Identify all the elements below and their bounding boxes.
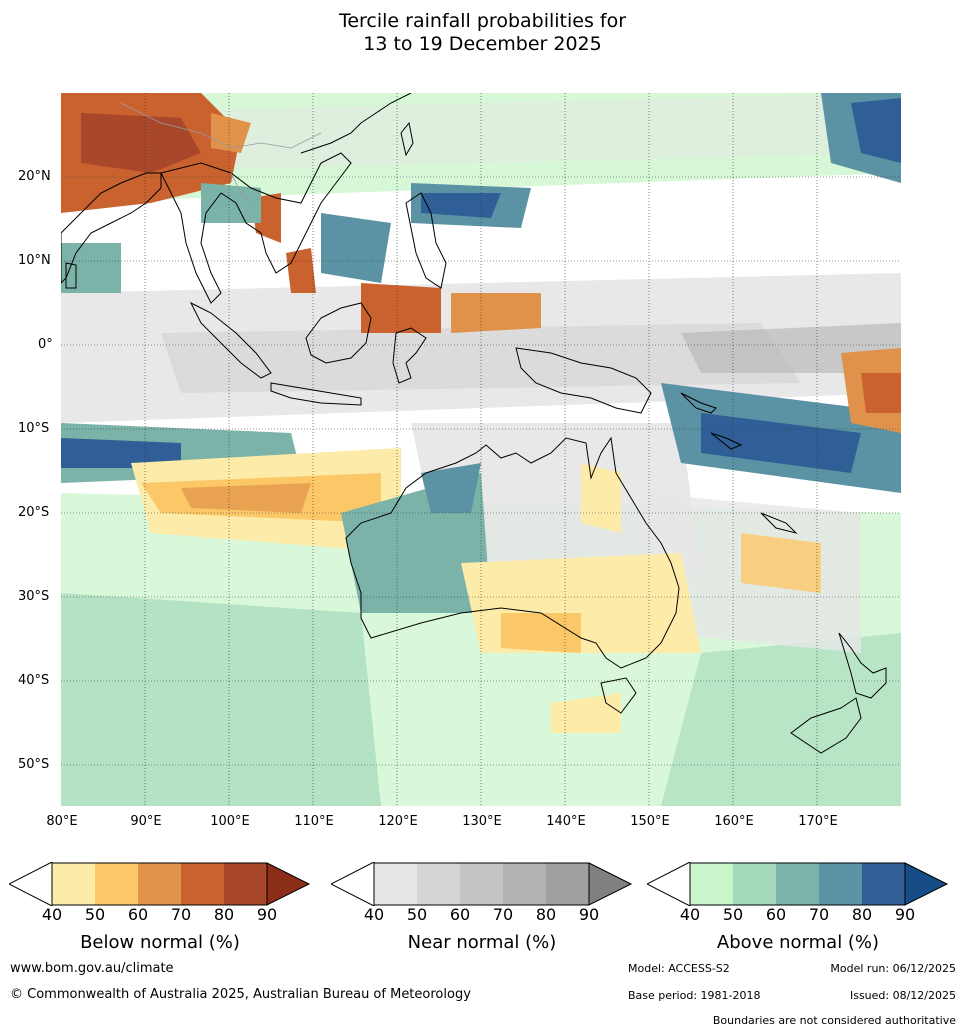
legend-below-swatch-1 bbox=[52, 863, 95, 905]
legend-near-swatch-6 bbox=[588, 862, 633, 906]
se-asia-coast bbox=[160, 152, 352, 304]
footer-copyright: © Commonwealth of Australia 2025, Austra… bbox=[10, 987, 471, 1002]
legend-above-title: Above normal (%) bbox=[716, 932, 880, 953]
legend-near-tick-40: 40 bbox=[363, 905, 385, 924]
legend-near-swatch-2 bbox=[417, 863, 460, 905]
legend-above-bar bbox=[645, 861, 949, 907]
legend-above-tick-90: 90 bbox=[894, 905, 916, 924]
lat-label-50s: 50°S bbox=[18, 757, 50, 772]
footer-model-run: Model run: 06/12/2025 bbox=[830, 962, 956, 975]
java-coast bbox=[270, 382, 362, 406]
legend-near-title: Near normal (%) bbox=[407, 932, 557, 953]
graticule bbox=[61, 93, 901, 806]
legend-above-tick-70: 70 bbox=[808, 905, 830, 924]
legend-below-tick-60: 60 bbox=[127, 905, 149, 924]
legend-near-swatch-5 bbox=[546, 863, 589, 905]
australia-coast bbox=[345, 436, 680, 669]
legend-near-tick-90: 90 bbox=[578, 905, 600, 924]
map-canvas bbox=[61, 93, 901, 806]
sumatra-coast bbox=[189, 301, 272, 379]
new-caledonia-coast bbox=[760, 512, 798, 534]
lat-label-10n: 10°N bbox=[18, 253, 51, 268]
legend-below-swatch-0 bbox=[7, 861, 53, 907]
probability-shading bbox=[61, 93, 901, 806]
legend-near-bar bbox=[329, 861, 633, 907]
legend-near bbox=[329, 861, 633, 910]
coastlines bbox=[61, 93, 887, 754]
legend-below-swatch-6 bbox=[266, 862, 311, 906]
footer-base-period: Base period: 1981-2018 bbox=[628, 989, 761, 1002]
lon-label-90e: 90°E bbox=[130, 814, 162, 829]
taiwan-coast bbox=[400, 121, 414, 157]
legend-near-swatch-1 bbox=[374, 863, 417, 905]
lon-label-140e: 140°E bbox=[546, 814, 586, 829]
legend-below-swatch-3 bbox=[138, 863, 181, 905]
legend-below-bar bbox=[7, 861, 311, 907]
footer-model: Model: ACCESS-S2 bbox=[628, 962, 730, 975]
new-zealand-north-coast bbox=[838, 632, 887, 699]
lon-label-130e: 130°E bbox=[462, 814, 502, 829]
legend-above-swatch-6 bbox=[904, 862, 949, 906]
new-guinea-coast bbox=[515, 347, 652, 414]
new-zealand-south-coast bbox=[790, 697, 862, 754]
legend-near-tick-80: 80 bbox=[535, 905, 557, 924]
china-coast bbox=[300, 93, 412, 154]
rainfall-map bbox=[61, 93, 901, 806]
india-coast bbox=[61, 172, 162, 284]
legend-below-tick-90: 90 bbox=[256, 905, 278, 924]
lon-label-120e: 120°E bbox=[378, 814, 418, 829]
legend-near-tick-50: 50 bbox=[406, 905, 428, 924]
legend-below-swatch-2 bbox=[95, 863, 138, 905]
sri-lanka-coast bbox=[65, 262, 77, 289]
legend-above-tick-60: 60 bbox=[765, 905, 787, 924]
lon-label-110e: 110°E bbox=[294, 814, 334, 829]
legend-below-tick-50: 50 bbox=[84, 905, 106, 924]
title-line-2: 13 to 19 December 2025 bbox=[363, 33, 602, 55]
lat-label-20s: 20°S bbox=[18, 505, 50, 520]
tasmania-coast bbox=[600, 677, 637, 714]
legend-above-swatch-2 bbox=[733, 863, 776, 905]
footer-url[interactable]: www.bom.gov.au/climate bbox=[10, 961, 174, 976]
lat-label-20n: 20°N bbox=[18, 169, 51, 184]
legend-below-swatch-5 bbox=[224, 863, 267, 905]
country-borders bbox=[120, 102, 322, 204]
legend-near-swatch-0 bbox=[329, 861, 375, 907]
legend-above-tick-40: 40 bbox=[679, 905, 701, 924]
philippines-coast bbox=[405, 192, 447, 289]
lon-label-100e: 100°E bbox=[210, 814, 250, 829]
legend-above-swatch-0 bbox=[645, 861, 691, 907]
footer-disclaimer: Boundaries are not considered authoritat… bbox=[712, 1014, 956, 1027]
lat-label-0: 0° bbox=[38, 337, 53, 352]
legend-near-tick-60: 60 bbox=[449, 905, 471, 924]
legend-below-tick-70: 70 bbox=[170, 905, 192, 924]
legend-near-tick-70: 70 bbox=[492, 905, 514, 924]
legend-below-title: Below normal (%) bbox=[80, 932, 240, 953]
lon-label-170e: 170°E bbox=[798, 814, 838, 829]
title-line-1: Tercile rainfall probabilities for bbox=[338, 10, 627, 32]
legend-above-swatch-1 bbox=[690, 863, 733, 905]
lon-label-150e: 150°E bbox=[630, 814, 670, 829]
legend-near-swatch-3 bbox=[460, 863, 503, 905]
legend-near-swatch-4 bbox=[503, 863, 546, 905]
legend-below-tick-80: 80 bbox=[213, 905, 235, 924]
legend-above-tick-80: 80 bbox=[851, 905, 873, 924]
borneo-coast bbox=[305, 302, 372, 364]
map-title: Tercile rainfall probabilities for 13 to… bbox=[0, 10, 965, 56]
footer-issued: Issued: 08/12/2025 bbox=[849, 989, 956, 1002]
legend-above-tick-50: 50 bbox=[722, 905, 744, 924]
legend-below-tick-40: 40 bbox=[41, 905, 63, 924]
lat-label-30s: 30°S bbox=[18, 589, 50, 604]
sulawesi-coast bbox=[392, 327, 427, 384]
legend-above-swatch-5 bbox=[862, 863, 905, 905]
lon-label-80e: 80°E bbox=[46, 814, 78, 829]
lon-label-160e: 160°E bbox=[714, 814, 754, 829]
legend-below-swatch-4 bbox=[181, 863, 224, 905]
legend-above bbox=[645, 861, 949, 910]
legend-above-swatch-3 bbox=[776, 863, 819, 905]
lat-label-10s: 10°S bbox=[18, 421, 50, 436]
legend-below bbox=[7, 861, 311, 910]
lat-label-40s: 40°S bbox=[18, 673, 50, 688]
legend-above-swatch-4 bbox=[819, 863, 862, 905]
